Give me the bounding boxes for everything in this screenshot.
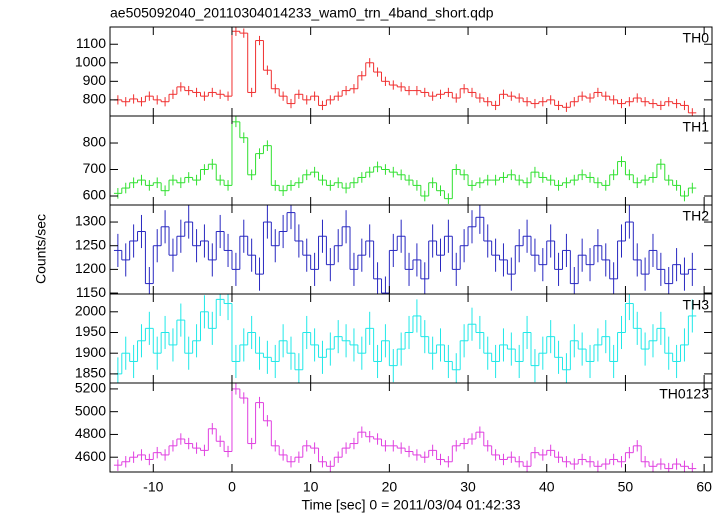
y-tick-label: 1150: [76, 284, 106, 300]
y-tick-label: 800: [83, 91, 107, 107]
panel-label: TH0123: [659, 386, 709, 402]
y-tick-label: 700: [83, 160, 107, 176]
y-axis-label: Counts/sec: [33, 214, 49, 284]
step-connector: [121, 121, 689, 199]
y-tick-label: 1950: [75, 323, 106, 339]
panel-data: [113, 205, 697, 294]
step-connector: [121, 212, 689, 294]
panel-label: TH3: [683, 297, 710, 313]
x-tick-label: 10: [303, 479, 319, 495]
step-connector: [121, 388, 689, 469]
x-tick-label: 60: [696, 479, 712, 495]
step-connector: [121, 299, 689, 374]
panel-label: TH0: [683, 30, 710, 46]
chart-title: ae505092040_20110304014233_wam0_trn_4ban…: [110, 5, 494, 21]
y-tick-label: 4600: [75, 448, 106, 464]
y-tick-label: 1000: [75, 53, 106, 69]
x-tick-label: 50: [618, 479, 634, 495]
y-tick-label: 600: [83, 187, 107, 203]
y-tick-label: 1100: [76, 35, 106, 51]
x-axis-label: Time [sec] 0 = 2011/03/04 01:42:33: [301, 497, 520, 513]
panel-data: [113, 383, 697, 472]
y-tick-label: 800: [83, 134, 107, 150]
y-tick-label: 4800: [75, 425, 106, 441]
x-tick-label: 0: [228, 479, 236, 495]
x-tick-label: -10: [143, 479, 163, 495]
x-tick-label: 40: [539, 479, 555, 495]
x-tick-label: 30: [460, 479, 476, 495]
y-tick-label: 1300: [75, 213, 106, 229]
y-tick-label: 1850: [75, 365, 106, 381]
y-tick-label: 5000: [75, 402, 106, 418]
y-tick-label: 1200: [75, 260, 106, 276]
y-tick-label: 2000: [75, 303, 106, 319]
y-tick-label: 5200: [75, 380, 106, 396]
x-tick-label: 20: [382, 479, 398, 495]
step-connector: [121, 31, 689, 113]
panel-data: [113, 294, 697, 383]
panel-data: [113, 116, 697, 204]
panel-data: [113, 27, 697, 116]
panel-label: TH1: [683, 119, 710, 135]
y-tick-label: 1900: [75, 344, 106, 360]
y-tick-label: 1250: [75, 236, 106, 252]
y-tick-label: 900: [83, 72, 107, 88]
panel-label: TH2: [683, 208, 710, 224]
panel-frame: [109, 382, 713, 473]
